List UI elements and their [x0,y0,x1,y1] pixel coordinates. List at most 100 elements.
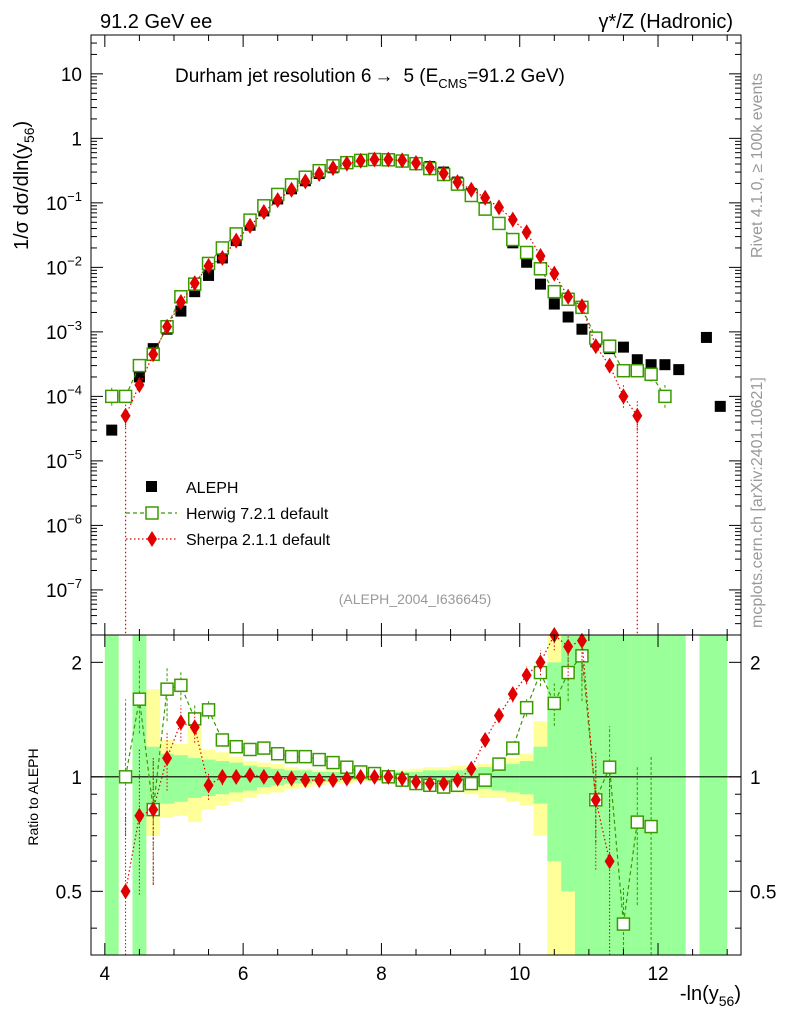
sherpa-data-point [549,265,560,282]
sherpa-ratio-point [535,654,546,671]
sherpa-data-point [480,189,491,206]
main-y-tick-label: 10−5 [46,447,82,473]
xlabel-tail: ) [734,983,741,1005]
aleph-data-point [106,424,118,436]
ratio-band-green [561,635,576,892]
legend-entry-sherpa: Sherpa 2.1.1 default [126,531,331,549]
sherpa-ratio-point [272,770,283,787]
ylabel-lead: 1/σ dσ/dln(y [11,143,33,250]
herwig-data-point [547,284,562,299]
analysis-watermark: (ALEPH_2004_I636645) [339,591,492,607]
sherpa-data-point [148,346,159,363]
sherpa-ratio-point [452,772,463,789]
sherpa-data-point [604,357,615,374]
main-y-tick-label-exp: −1 [67,189,82,204]
herwig-ratio-point [201,703,216,717]
sherpa-data-point [328,160,339,177]
rivet-label: Rivet 4.1.0, ≥ 100k events [749,73,766,258]
main-y-tick-label-exp: −6 [67,511,82,526]
ratio-plot-axes: 4 6 8 10 12 2 2 1 1 0.5 0.5 [56,635,776,985]
sherpa-ratio-point [258,768,269,785]
ratio-y-tick-label: 0.5 [56,882,82,903]
main-y-tick-label-base: 10 [46,258,67,279]
ylabel-sub: 56 [21,127,37,143]
herwig-ratio-point [519,700,534,715]
main-y-tick-label: 10−2 [46,253,82,279]
herwig-data-point [658,389,672,404]
x-tick-label: 12 [647,964,668,985]
sherpa-data-point [576,298,587,315]
herwig-ratio-point [118,770,133,784]
sherpa-ratio-point [245,767,256,784]
ratio-band-green [658,635,672,955]
herwig-ratio-point [644,819,658,834]
legend-marker-aleph [146,481,157,492]
sherpa-data-point [424,159,435,176]
main-y-tick-label: 10 [61,65,82,86]
aleph-data-point [189,286,201,298]
main-y-tick-label-base: 10 [46,516,67,537]
sherpa-data-point [397,152,408,169]
legend-label-aleph: ALEPH [186,480,238,497]
herwig-ratio-point [298,749,313,764]
aleph-data-point [659,359,671,371]
header-left: 91.2 GeV ee [100,11,212,33]
sherpa-data-point [438,165,449,182]
ratio-band-green [505,764,520,793]
aleph-data-point [700,331,712,343]
main-y-tick-label: 10−6 [46,511,82,537]
mcplots-label: mcplots.cern.ch [arXiv:2401.10621] [749,377,766,628]
sherpa-data-point [521,224,532,241]
sherpa-data-point [632,407,643,424]
sherpa-data-point [134,377,145,394]
aleph-data-point [714,400,726,412]
sherpa-ratio-point [521,667,532,684]
sherpa-data-point [272,192,283,209]
sherpa-ratio-point [341,770,352,787]
herwig-ratio-point [174,678,188,693]
title-tail: =91.2 GeV) [467,66,565,87]
herwig-data-point [118,389,133,404]
sherpa-ratio-point [563,638,574,655]
main-y-tick-label-base: 10 [46,387,67,408]
aleph-data-point [203,269,215,281]
sherpa-data-point [175,294,186,311]
sherpa-ratio-point [424,775,435,792]
main-y-tick-label: 1 [71,129,82,150]
sherpa-data-point [493,199,504,216]
main-y-tick-label-exp: −2 [67,253,82,268]
main-y-axis-label: 1/σ dσ/dln(y56) [11,121,37,250]
ratio-y-tick-label: 1 [71,768,82,789]
sherpa-data-point [452,174,463,191]
sherpa-ratio-point [480,731,491,748]
sherpa-ratio-point [203,777,214,794]
ratio-plot-data [91,627,741,955]
herwig-ratio-point [478,773,492,787]
herwig-data-point [644,367,658,382]
herwig-ratio-point [312,752,326,767]
herwig-data-point [506,232,520,247]
x-tick-label: 6 [238,964,249,985]
aleph-data-point [631,354,643,366]
herwig-ratio-point [547,696,562,711]
ratio-band-green [699,635,728,955]
sherpa-ratio-point [120,883,131,900]
ylabel-tail: ) [11,121,33,128]
ratio-y-tick-label: 2 [71,653,82,674]
title-lead: Durham jet resolution 6 [175,66,371,87]
title-arrow: → [374,66,393,87]
herwig-data-point [104,389,119,404]
xlabel-sub: 56 [719,993,735,1009]
herwig-ratio-point [284,749,299,764]
ratio-band-green [671,635,686,955]
sherpa-data-point [618,388,629,405]
main-y-tick-label-base: 10 [46,452,67,473]
main-y-tick-label: 10−1 [46,189,82,215]
ratio-y-tick-label-right: 0.5 [750,882,776,903]
herwig-data-point [519,245,534,260]
ratio-band-green [533,746,548,804]
sherpa-data-point [590,338,601,355]
sherpa-data-point [203,257,214,274]
sherpa-data-point [162,318,173,335]
